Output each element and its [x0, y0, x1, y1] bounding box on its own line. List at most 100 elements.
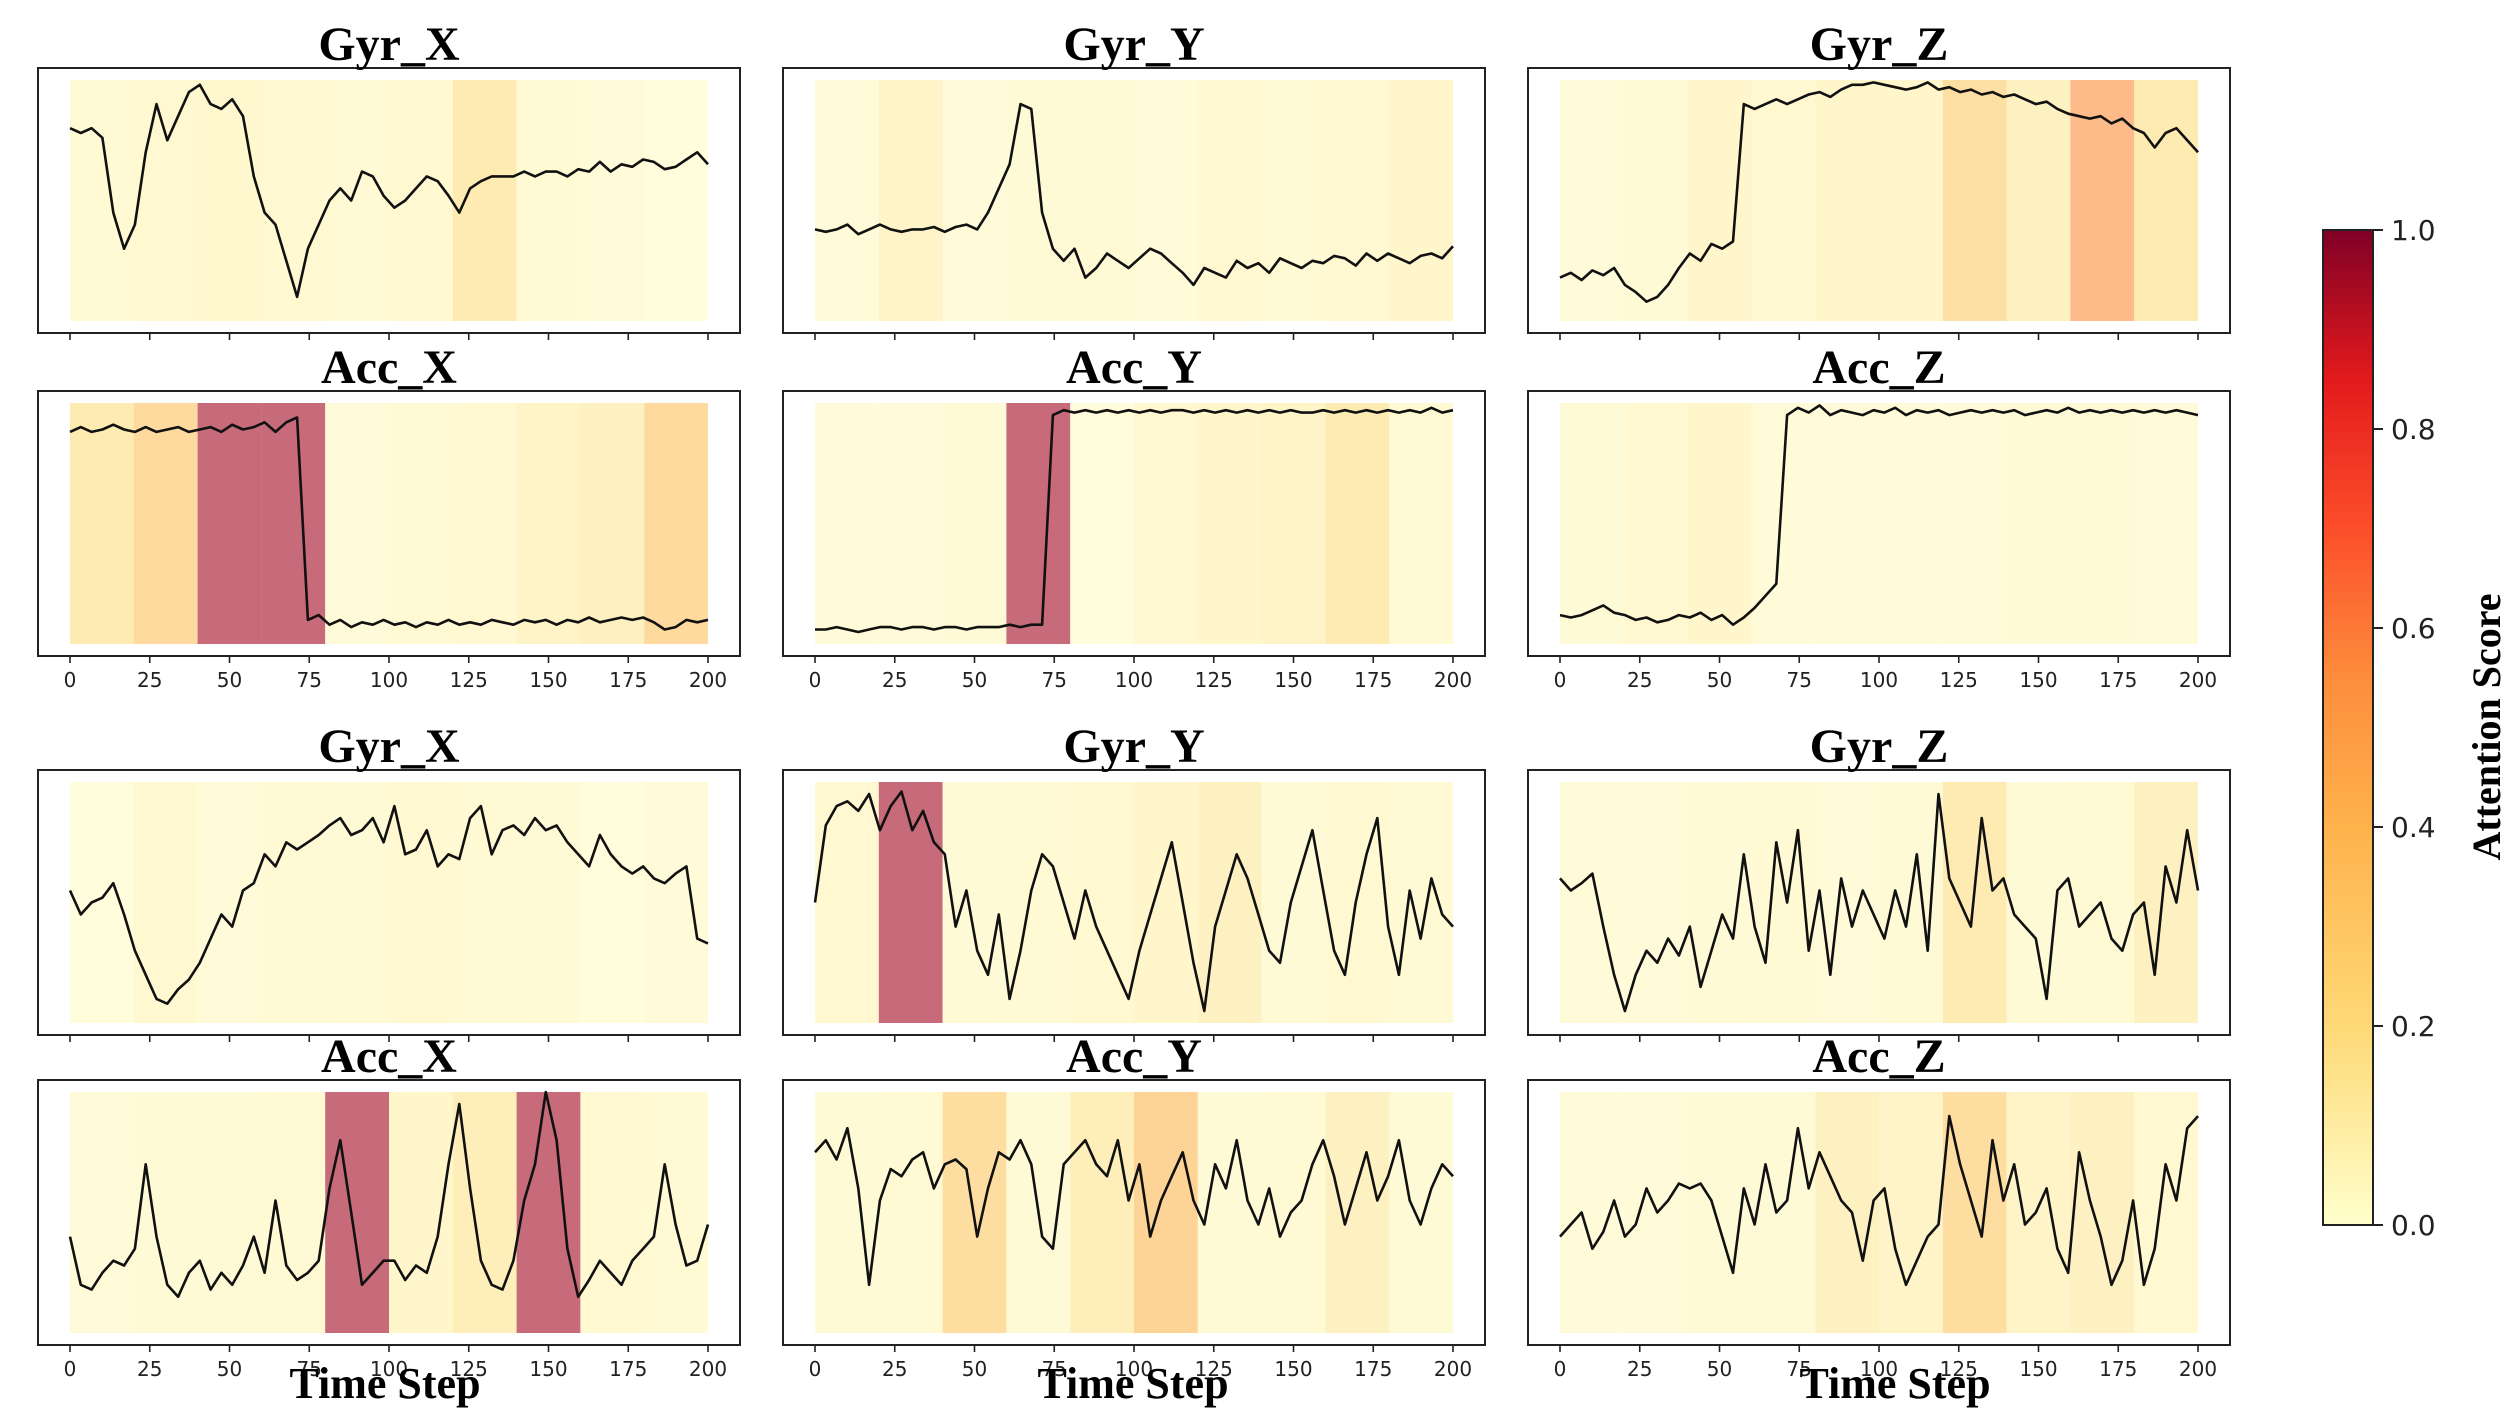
attention-window: [452, 403, 517, 644]
attention-window: [1134, 1092, 1198, 1333]
attention-window: [1560, 403, 1624, 644]
panel-12: 0 25 50 75 100 125 150 175 200 Acc_Z: [1527, 1030, 2231, 1381]
attention-window: [197, 403, 262, 644]
x-tick-label: 50: [962, 1357, 987, 1381]
attention-window: [1815, 1092, 1879, 1333]
panels-layer: Gyr_X Gyr_Y Gyr_Z 0 25 50 75 100 125 150 175 200 Acc…: [37, 18, 2231, 1381]
attention-window: [1325, 80, 1390, 321]
x-tick-label: 175: [1354, 1357, 1392, 1381]
attention-window: [197, 1092, 262, 1333]
attention-window: [1623, 80, 1688, 321]
x-tick-label: 25: [882, 668, 907, 692]
attention-window: [133, 403, 198, 644]
attention-window: [580, 1092, 645, 1333]
panel-title: Acc_Y: [1066, 341, 1202, 394]
x-tick-label: 150: [2019, 668, 2057, 692]
colorbar-tick-label: 0.4: [2391, 811, 2436, 844]
attention-window: [1070, 403, 1134, 644]
attention-window: [516, 1092, 581, 1333]
attention-window: [261, 1092, 326, 1333]
x-tick-label: 100: [370, 1357, 408, 1381]
attention-window: [452, 80, 517, 321]
attention-window: [1623, 403, 1688, 644]
x-axis-label-col1: Time Step: [289, 1359, 480, 1408]
attention-window: [1325, 1092, 1390, 1333]
x-tick-label: 0: [809, 1357, 822, 1381]
x-tick-label: 200: [2179, 668, 2217, 692]
x-tick-label: 200: [1434, 1357, 1472, 1381]
panel-title: Acc_X: [321, 341, 457, 394]
x-tick-label: 100: [370, 668, 408, 692]
attention-window: [1325, 782, 1390, 1023]
attention-window: [1006, 782, 1071, 1023]
attention-window: [516, 403, 581, 644]
x-tick-label: 175: [609, 1357, 647, 1381]
attention-window: [1389, 1092, 1453, 1333]
attention-window: [878, 80, 943, 321]
x-tick-label: 75: [297, 1357, 322, 1381]
x-tick-label: 0: [64, 1357, 77, 1381]
signal-line: [814, 102, 1454, 287]
attention-window: [1560, 80, 1624, 321]
x-tick-label: 175: [609, 668, 647, 692]
panel-7: Gyr_X: [37, 720, 741, 1042]
panel-title: Acc_Z: [1812, 1030, 1945, 1083]
panel-title: Gyr_Z: [1810, 720, 1949, 773]
attention-window: [1134, 403, 1198, 644]
panel-title: Gyr_Y: [1063, 18, 1204, 71]
panel-6: 0 25 50 75 100 125 150 175 200 Acc_Z: [1527, 341, 2231, 692]
colorbar-tick-label: 0.8: [2391, 413, 2436, 446]
signal-line: [68, 804, 709, 1006]
panel-title: Acc_X: [321, 1030, 457, 1083]
attention-window: [1389, 80, 1453, 321]
x-tick-label: 125: [450, 668, 488, 692]
panel-1: Gyr_X: [37, 18, 741, 340]
signal-line: [68, 1090, 710, 1299]
signal-line: [814, 1126, 1454, 1287]
attention-window: [261, 782, 326, 1023]
attention-window: [1006, 403, 1071, 644]
attention-window: [1389, 782, 1453, 1023]
x-tick-label: 125: [1940, 1357, 1978, 1381]
panel-2: Gyr_Y: [782, 18, 1486, 340]
attention-window: [261, 403, 326, 644]
x-tick-label: 0: [1554, 1357, 1567, 1381]
attention-window: [70, 1092, 134, 1333]
attention-window: [1942, 403, 2007, 644]
x-tick-label: 100: [1115, 1357, 1153, 1381]
attention-window: [1560, 1092, 1624, 1333]
x-tick-label: 125: [1940, 668, 1978, 692]
x-tick-label: 25: [882, 1357, 907, 1381]
panel-title: Gyr_X: [318, 720, 460, 773]
attention-window: [1560, 782, 1624, 1023]
attention-window: [2006, 80, 2071, 321]
attention-window: [942, 80, 1007, 321]
panel-5: 0 25 50 75 100 125 150 175 200 Acc_Y: [782, 341, 1486, 692]
x-tick-label: 50: [962, 668, 987, 692]
attention-window: [1006, 80, 1071, 321]
panel-title: Acc_Z: [1812, 341, 1945, 394]
attention-window: [2134, 80, 2198, 321]
x-tick-label: 25: [1627, 1357, 1652, 1381]
attention-window: [1134, 80, 1198, 321]
attention-window: [133, 782, 198, 1023]
attention-window: [2006, 403, 2071, 644]
attention-window: [1325, 403, 1390, 644]
attention-window: [70, 403, 134, 644]
x-axis-label-col2: Time Step: [1037, 1359, 1228, 1408]
signal-line: [1559, 1114, 2199, 1287]
attention-window: [1751, 1092, 1816, 1333]
attention-window: [1879, 80, 1943, 321]
attention-window: [815, 403, 879, 644]
attention-window: [1687, 782, 1752, 1023]
attention-window: [1942, 782, 2007, 1023]
x-tick-label: 200: [689, 1357, 727, 1381]
attention-window: [1687, 80, 1752, 321]
x-tick-label: 150: [529, 1357, 567, 1381]
attention-window: [1261, 403, 1326, 644]
x-tick-label: 0: [64, 668, 77, 692]
attention-window: [644, 782, 708, 1023]
attention-window: [197, 80, 262, 321]
attention-window: [1261, 1092, 1326, 1333]
